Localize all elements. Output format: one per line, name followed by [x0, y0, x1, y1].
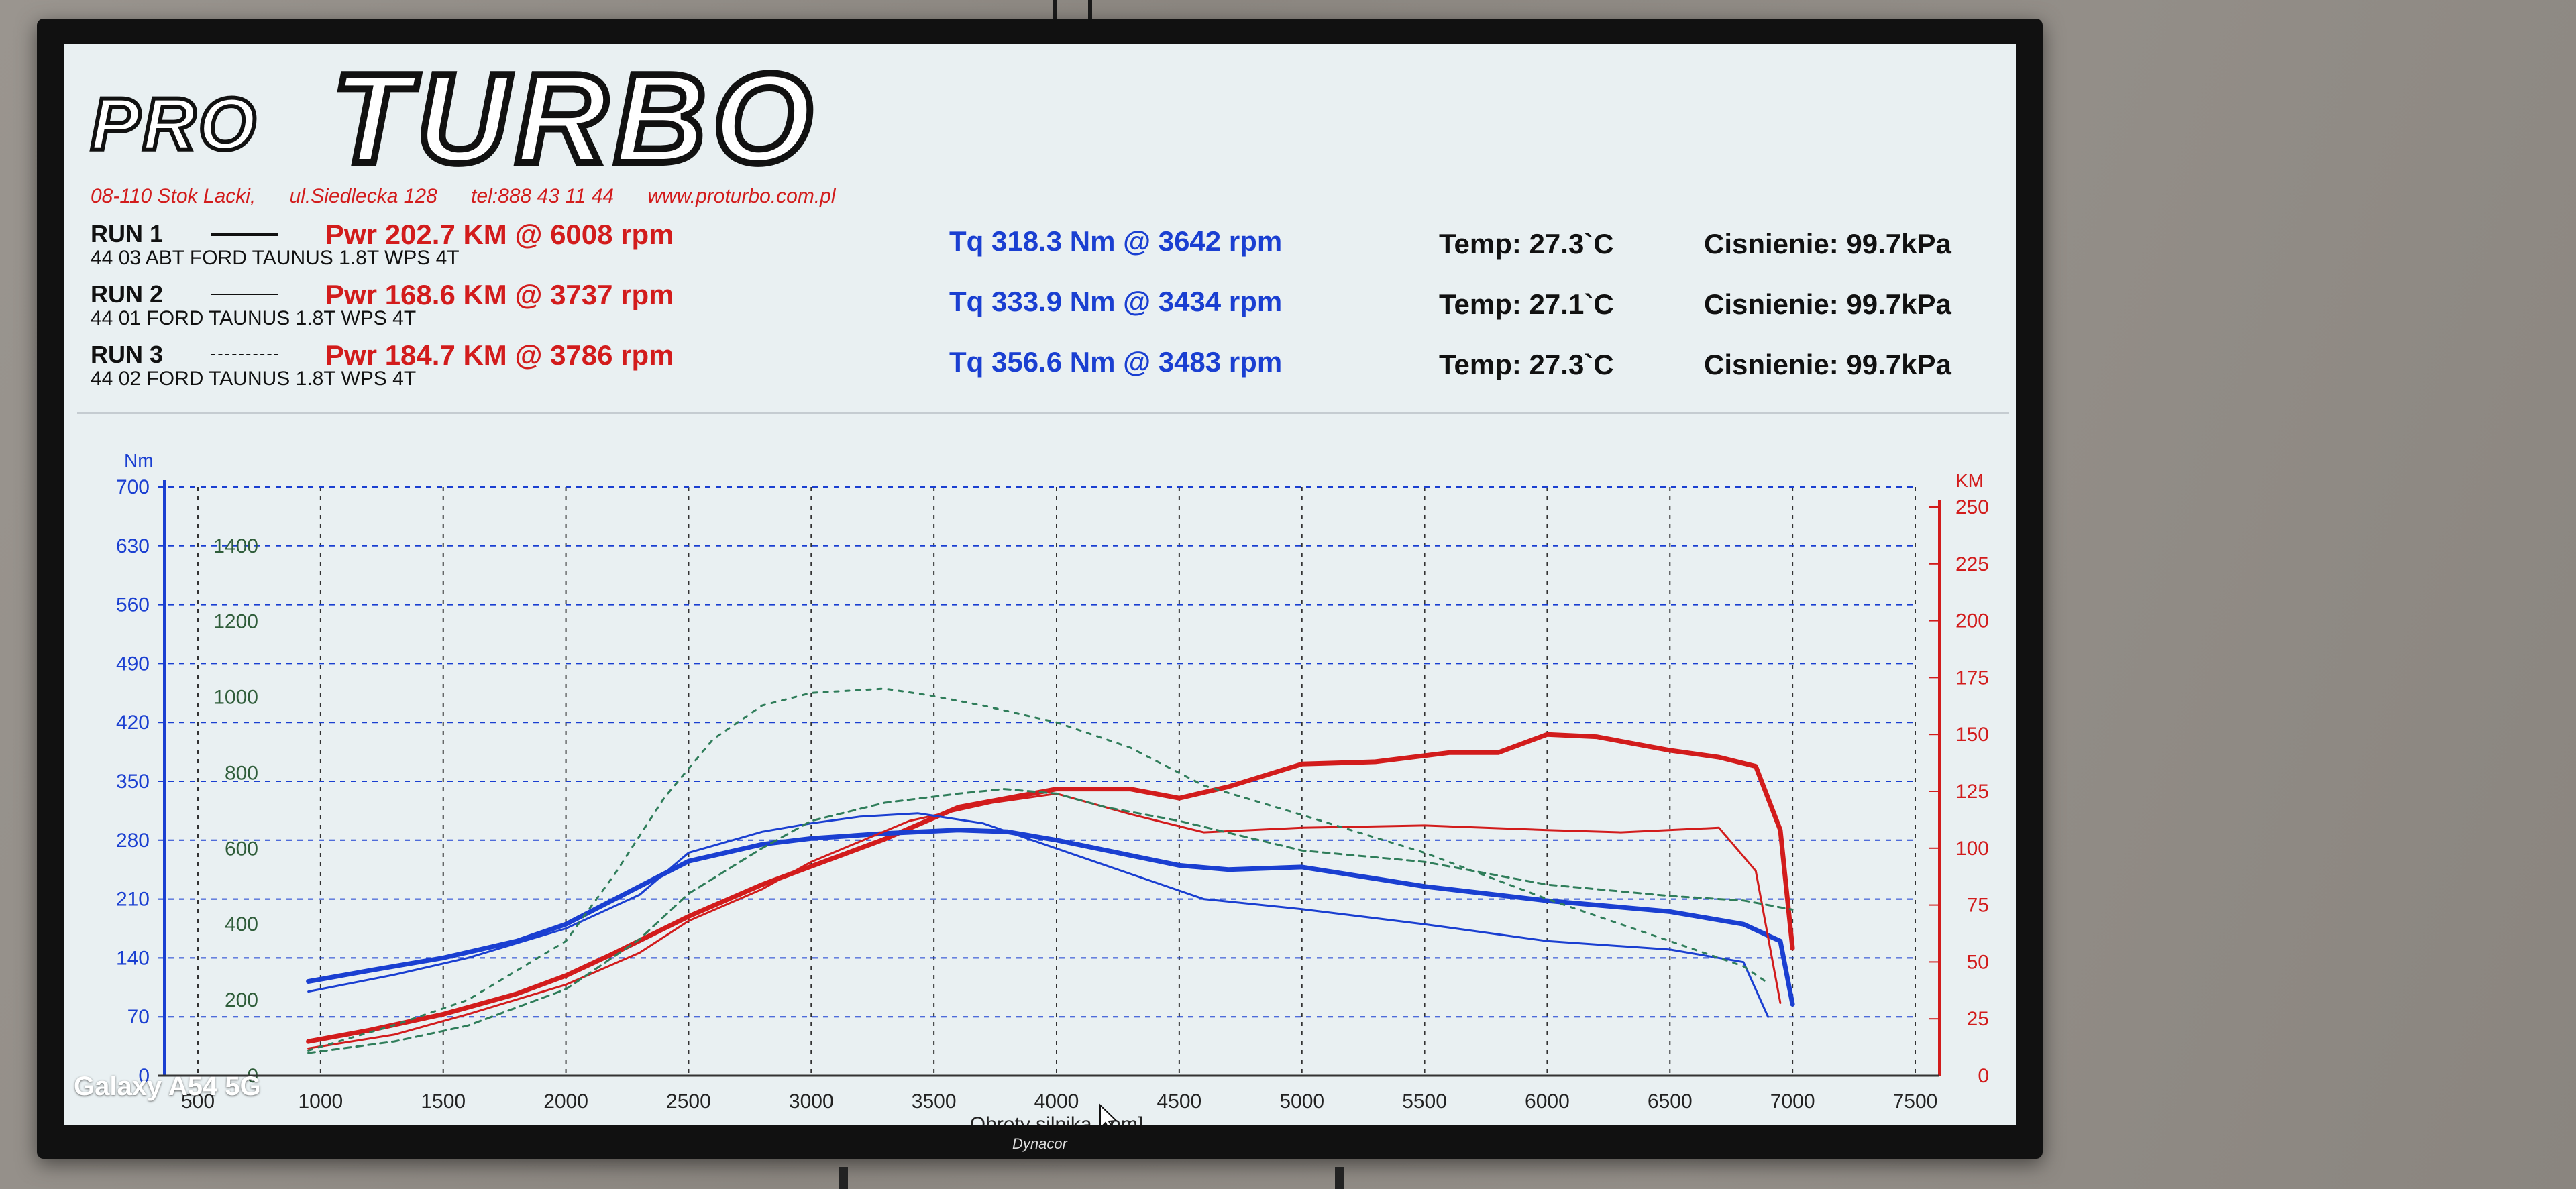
dyno-screen: PRO TURBO 08-110 Stok Lacki, ul.Siedleck… [64, 44, 2016, 1125]
run-description: 44 03 ABT FORD TAUNUS 1.8T WPS 4T [91, 247, 460, 269]
x-tick-label: 4500 [1157, 1090, 1201, 1113]
y-inner-tick-label: 1200 [213, 611, 258, 633]
run-power-peak: Pwr 184.7 KM @ 3786 rpm [325, 339, 674, 371]
y-left-tick-label: 140 [116, 947, 150, 969]
x-tick-label: 500 [181, 1090, 215, 1113]
logo-turbo-text: TURBO [329, 48, 819, 190]
y-right-tick-label: 75 [1967, 895, 1989, 917]
run-temperature: Temp: 27.3`C [1439, 349, 1614, 380]
y-left-tick-label: 420 [116, 712, 150, 734]
run-description: 44 01 FORD TAUNUS 1.8T WPS 4T [91, 307, 417, 329]
logo-pro-text: PRO [89, 81, 259, 168]
address-phone: tel:888 43 11 44 [471, 185, 614, 207]
x-tick-label: 2000 [543, 1090, 588, 1113]
camera-watermark: Galaxy A54 5G [74, 1072, 261, 1101]
x-tick-label: 4000 [1034, 1090, 1079, 1113]
address-website: www.proturbo.com.pl [647, 185, 836, 207]
y-inner-tick-label: 1400 [213, 535, 258, 557]
series-line-run3-power [307, 788, 1794, 1054]
y-left-tick-label: 210 [116, 889, 150, 911]
y-inner-tick-label: 400 [225, 913, 258, 936]
y-left-tick-label: 70 [127, 1006, 150, 1028]
y-left-tick-label: 350 [116, 771, 150, 793]
y-right-tick-label: 200 [1955, 610, 1989, 632]
monitor: PRO TURBO 08-110 Stok Lacki, ul.Siedleck… [37, 19, 2043, 1159]
run-title: RUN 3 [91, 341, 164, 368]
x-tick-label: 7500 [1893, 1090, 1938, 1113]
x-tick-label: 6000 [1525, 1090, 1570, 1113]
y-left-tick-label: 0 [138, 1065, 150, 1087]
y-inner-tick-label: 800 [225, 762, 258, 784]
run-torque-peak: Tq 356.6 Nm @ 3483 rpm [949, 346, 1283, 378]
monitor-brand-logo: Dynacor [1012, 1135, 1067, 1152]
x-axis-label: Obroty silnika [rpm] [970, 1113, 1143, 1125]
y-right-tick-label: 25 [1967, 1008, 1989, 1030]
series-line-run1-torque [306, 828, 1795, 1007]
x-tick-label: 5500 [1402, 1090, 1447, 1113]
y-right-tick-label: 125 [1955, 781, 1989, 803]
y-right-tick-label: 0 [1978, 1065, 1989, 1087]
y-right-tick-label: 50 [1967, 951, 1989, 973]
y-left-tick-label: 280 [116, 830, 150, 852]
y-right-tick-label: 250 [1955, 496, 1989, 518]
run-line-style-solid [211, 233, 278, 236]
x-tick-label: 6500 [1648, 1090, 1693, 1113]
address-street: ul.Siedlecka 128 [289, 185, 437, 207]
address-line: 08-110 Stok Lacki, ul.Siedlecka 128 tel:… [91, 185, 864, 208]
y-right-tick-label: 150 [1955, 724, 1989, 746]
mouse-cursor-icon [1099, 1103, 1118, 1125]
run-temperature: Temp: 27.1`C [1439, 288, 1614, 320]
x-tick-label: 5000 [1279, 1090, 1324, 1113]
x-tick-label: 2500 [666, 1090, 711, 1113]
x-tick-label: 1500 [421, 1090, 466, 1113]
run-title: RUN 2 [91, 280, 164, 308]
y-left-tick-label: 630 [116, 535, 150, 557]
y-right-tick-label: 100 [1955, 838, 1989, 860]
x-tick-label: 3000 [789, 1090, 834, 1113]
run-torque-peak: Tq 333.9 Nm @ 3434 rpm [949, 286, 1283, 317]
run-pressure: Cisnienie: 99.7kPa [1704, 288, 1951, 320]
address-city: 08-110 Stok Lacki, [91, 185, 256, 207]
monitor-cable [1053, 0, 1092, 27]
proturbo-logo: PRO TURBO [77, 52, 1204, 186]
monitor-leg-right [1335, 1167, 1344, 1189]
x-tick-label: 7000 [1770, 1090, 1815, 1113]
header-divider [77, 412, 2009, 414]
y-inner-tick-label: 200 [225, 989, 258, 1011]
monitor-leg-left [839, 1167, 848, 1189]
run-temperature: Temp: 27.3`C [1439, 228, 1614, 260]
run-pressure: Cisnienie: 99.7kPa [1704, 349, 1951, 380]
y-left-axis-label: Nm [124, 450, 154, 471]
run-line-style-thin [211, 294, 278, 295]
series-line-run2-power [307, 792, 1782, 1050]
series-line-run3-torque [307, 687, 1770, 1052]
run-summary-3: RUN 3 44 02 FORD TAUNUS 1.8T WPS 4T Pwr … [91, 339, 2009, 401]
run-summary-1: RUN 1 44 03 ABT FORD TAUNUS 1.8T WPS 4T … [91, 219, 2009, 280]
y-right-tick-label: 175 [1955, 667, 1989, 689]
run-line-style-dashed [211, 354, 278, 355]
run-power-peak: Pwr 202.7 KM @ 6008 rpm [325, 219, 674, 250]
y-left-tick-label: 560 [116, 594, 150, 616]
y-inner-tick-label: 600 [225, 838, 258, 860]
run-title: RUN 1 [91, 220, 164, 247]
y-right-tick-label: 225 [1955, 553, 1989, 575]
run-pressure: Cisnienie: 99.7kPa [1704, 228, 1951, 260]
series-line-run2-torque [307, 812, 1770, 1018]
dyno-chart: 500 1000 1500 2000 2500 3000 3500 4000 4500 5000 5… [116, 450, 1989, 1125]
series-line-run1-power [306, 732, 1795, 1044]
x-tick-label: 3500 [912, 1090, 957, 1113]
y-left-tick-label: 490 [116, 653, 150, 675]
run-description: 44 02 FORD TAUNUS 1.8T WPS 4T [91, 367, 417, 390]
x-tick-label: 1000 [298, 1090, 343, 1113]
y-right-axis-label: KM [1955, 470, 1984, 491]
run-power-peak: Pwr 168.6 KM @ 3737 rpm [325, 279, 674, 310]
run-torque-peak: Tq 318.3 Nm @ 3642 rpm [949, 225, 1283, 257]
y-left-tick-label: 700 [116, 476, 150, 498]
run-summary-2: RUN 2 44 01 FORD TAUNUS 1.8T WPS 4T Pwr … [91, 279, 2009, 341]
y-inner-tick-label: 1000 [213, 687, 258, 709]
